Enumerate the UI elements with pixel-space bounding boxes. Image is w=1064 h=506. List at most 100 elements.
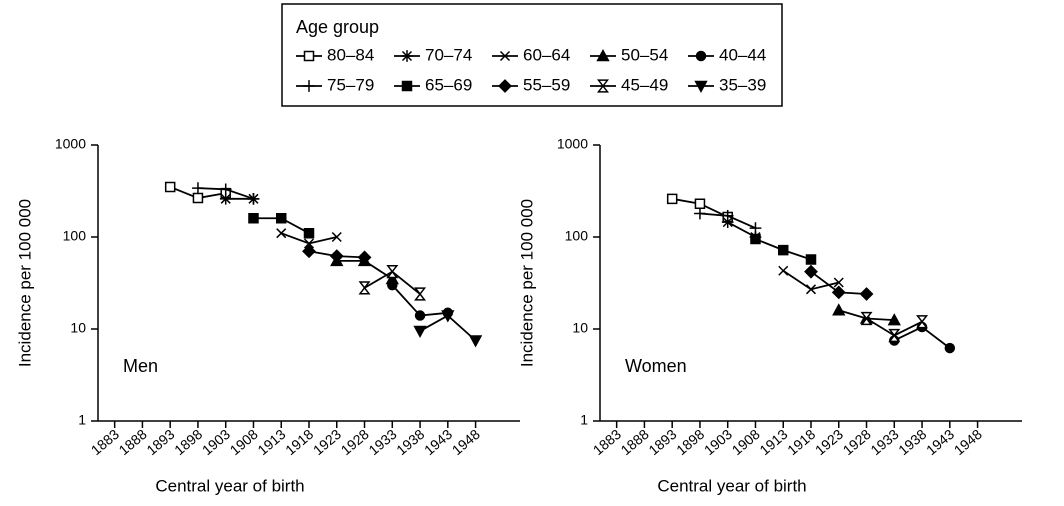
data-point bbox=[329, 249, 344, 264]
y-tick-label: 1 bbox=[580, 412, 588, 428]
data-point bbox=[749, 222, 762, 234]
x-tick-label: 1908 bbox=[227, 426, 261, 458]
x-tick-label: 1943 bbox=[923, 426, 957, 458]
data-point bbox=[331, 231, 342, 243]
y-tick-label: 100 bbox=[63, 228, 87, 244]
y-axis-label: Incidence per 100 000 bbox=[517, 199, 536, 367]
data-point bbox=[859, 287, 874, 301]
data-point bbox=[413, 325, 427, 339]
x-tick-label: 1913 bbox=[254, 426, 288, 458]
y-axis-label: Incidence per 100 000 bbox=[15, 199, 34, 367]
x-axis-label: Central year of birth bbox=[657, 476, 806, 495]
x-axis-label: Central year of birth bbox=[155, 476, 304, 495]
legend-marker bbox=[498, 79, 512, 93]
y-tick-label: 10 bbox=[572, 320, 588, 336]
data-point bbox=[192, 182, 204, 194]
data-point bbox=[831, 285, 846, 300]
x-tick-label: 1908 bbox=[729, 426, 763, 458]
legend-label: 35–39 bbox=[719, 75, 766, 94]
data-point bbox=[302, 244, 316, 259]
y-tick-label: 100 bbox=[565, 228, 589, 244]
x-tick-label: 1893 bbox=[143, 426, 177, 458]
y-tick-label: 10 bbox=[70, 320, 86, 336]
x-tick-label: 1938 bbox=[895, 426, 929, 458]
x-tick-label: 1903 bbox=[199, 426, 233, 458]
data-point bbox=[414, 287, 427, 301]
x-tick-label: 1903 bbox=[701, 426, 735, 458]
x-tick-label: 1938 bbox=[393, 426, 427, 458]
data-point bbox=[694, 198, 706, 209]
data-point bbox=[887, 313, 901, 326]
data-point bbox=[804, 264, 818, 279]
legend-label: 65–69 bbox=[425, 75, 472, 94]
panel-label: Women bbox=[625, 356, 687, 376]
x-tick-label: 1948 bbox=[449, 426, 483, 458]
data-point bbox=[386, 265, 399, 279]
x-tick-label: 1883 bbox=[590, 426, 624, 458]
x-tick-label: 1888 bbox=[116, 426, 150, 458]
legend-marker bbox=[401, 80, 413, 92]
data-point bbox=[247, 192, 260, 205]
legend-label: 55–59 bbox=[523, 75, 570, 94]
data-point bbox=[164, 181, 176, 193]
x-tick-label: 1888 bbox=[618, 426, 652, 458]
x-tick-label: 1943 bbox=[421, 426, 455, 458]
data-point bbox=[805, 284, 817, 295]
data-point bbox=[248, 212, 259, 224]
legend-marker bbox=[303, 50, 315, 62]
legend-marker bbox=[695, 50, 707, 62]
data-point bbox=[778, 265, 789, 276]
legend-marker bbox=[499, 50, 511, 62]
data-point bbox=[387, 279, 398, 291]
data-point bbox=[414, 310, 426, 321]
data-point bbox=[219, 183, 232, 196]
data-point bbox=[888, 328, 901, 343]
x-tick-label: 1948 bbox=[951, 426, 985, 458]
data-point bbox=[358, 281, 371, 295]
panel-label: Men bbox=[123, 356, 158, 376]
legend-label: 45–49 bbox=[621, 75, 668, 94]
legend-label: 60–64 bbox=[523, 45, 570, 64]
legend-box bbox=[281, 3, 783, 107]
data-point bbox=[276, 228, 287, 239]
data-point bbox=[944, 342, 956, 354]
x-tick-label: 1898 bbox=[673, 426, 707, 458]
x-tick-label: 1918 bbox=[282, 426, 316, 458]
data-point bbox=[219, 192, 232, 205]
x-tick-label: 1883 bbox=[88, 426, 122, 458]
data-point bbox=[777, 244, 789, 256]
data-point bbox=[860, 311, 873, 326]
legend-label: 75–79 bbox=[327, 75, 374, 94]
legend-title: Age group bbox=[296, 17, 379, 37]
data-point bbox=[303, 227, 315, 239]
y-tick-label: 1000 bbox=[557, 136, 588, 152]
x-tick-label: 1933 bbox=[365, 426, 399, 458]
x-tick-label: 1928 bbox=[338, 426, 372, 458]
data-point bbox=[192, 192, 204, 204]
data-point bbox=[275, 212, 287, 224]
data-point bbox=[303, 238, 315, 249]
data-point bbox=[468, 335, 483, 348]
legend-label: 80–84 bbox=[327, 45, 374, 64]
x-tick-label: 1918 bbox=[784, 426, 818, 458]
x-tick-label: 1923 bbox=[310, 426, 344, 458]
legend-marker bbox=[401, 50, 413, 62]
data-point bbox=[357, 250, 372, 265]
x-tick-label: 1923 bbox=[812, 426, 846, 458]
legend-label: 50–54 bbox=[621, 45, 668, 64]
x-tick-label: 1898 bbox=[171, 426, 205, 458]
data-point bbox=[805, 254, 817, 265]
data-point bbox=[833, 277, 844, 288]
legend-label: 70–74 bbox=[425, 45, 472, 64]
legend-marker bbox=[596, 49, 610, 62]
legend-marker bbox=[694, 80, 708, 93]
x-tick-label: 1933 bbox=[867, 426, 901, 458]
x-tick-label: 1928 bbox=[840, 426, 874, 458]
legend-marker bbox=[303, 80, 315, 92]
x-tick-label: 1893 bbox=[645, 426, 679, 458]
data-point bbox=[666, 193, 678, 205]
data-point bbox=[832, 303, 846, 316]
legend-label: 40–44 bbox=[719, 45, 766, 64]
data-point bbox=[750, 233, 761, 245]
data-point bbox=[916, 315, 929, 329]
